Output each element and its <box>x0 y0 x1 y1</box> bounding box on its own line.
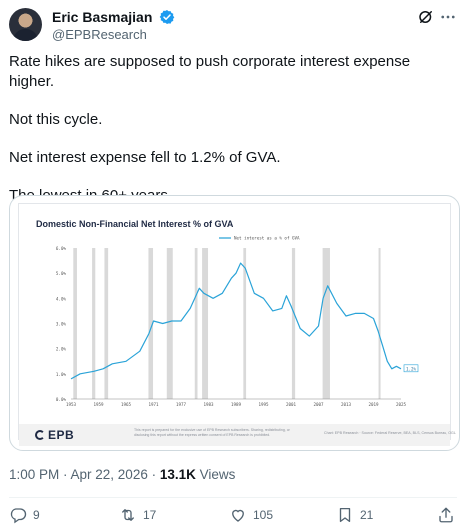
action-bar: 9 17 105 21 <box>9 505 457 525</box>
recession-band <box>92 248 96 399</box>
y-tick-label: 3.0% <box>56 322 67 327</box>
tweet-line: Net interest expense fell to 1.2% of GVA… <box>9 149 281 166</box>
bookmark-count: 21 <box>360 508 374 522</box>
chart-disclaimer: This report is prepared for the exclusiv… <box>134 428 290 437</box>
y-tick-label: 0.0% <box>56 397 67 402</box>
like-count: 105 <box>253 508 274 522</box>
x-tick-label: 2019 <box>368 402 379 407</box>
reply-button[interactable]: 9 <box>9 505 40 525</box>
chart: 0.0% 1.0% 2.0% 3.0% 4.0% 5.0% 6.0% 1953 1959 1965… <box>56 236 419 407</box>
repost-icon <box>122 509 134 521</box>
like-button[interactable]: 105 <box>229 505 273 525</box>
x-tick-label: 1959 <box>93 402 104 407</box>
y-tick-label: 6.0% <box>56 246 67 251</box>
x-tick-label: 1965 <box>121 402 132 407</box>
chart-title: Domestic Non-Financial Net Interest % of… <box>36 219 234 229</box>
y-tick-label: 1.0% <box>56 372 67 377</box>
recession-band <box>73 248 77 399</box>
x-tick-label: 2013 <box>341 402 352 407</box>
chart-footer: EPB This report is prepared for the excl… <box>19 424 456 446</box>
x-tick-label: 2025 <box>396 402 407 407</box>
legend-label: Net interest as a % of GVA <box>234 236 300 241</box>
chart-card: 0.0% 1.0% 2.0% 3.0% 4.0% 5.0% 6.0% 1953 1959 1965… <box>18 203 456 446</box>
repost-button[interactable]: 17 <box>119 505 156 525</box>
recession-band <box>194 248 198 399</box>
recession-band <box>148 248 154 399</box>
x-tick-label: 1983 <box>203 402 214 407</box>
recession-band <box>243 248 247 399</box>
tweet-media[interactable]: 0.0% 1.0% 2.0% 3.0% 4.0% 5.0% 6.0% 1953 1959 1965… <box>9 195 460 451</box>
avatar[interactable] <box>9 8 42 41</box>
chart-source: Chart: EPB Research · Source: Federal Re… <box>324 431 456 435</box>
bookmark-icon <box>339 507 351 523</box>
heart-icon <box>232 509 244 522</box>
views-label: Views <box>195 467 236 482</box>
x-tick-label: 1977 <box>176 402 187 407</box>
reply-count: 9 <box>33 508 40 522</box>
tweet-header: Eric Basmajian @EPBResearch <box>9 8 457 42</box>
x-tick-label: 1971 <box>148 402 159 407</box>
recession-band <box>322 248 330 399</box>
recession-band <box>166 248 173 399</box>
recession-band <box>291 248 296 399</box>
reply-icon <box>10 508 27 524</box>
bookmark-button[interactable]: 21 <box>336 505 373 525</box>
epb-logo-mark-icon <box>35 430 45 440</box>
repost-count: 17 <box>143 508 157 522</box>
share-icon <box>439 507 453 523</box>
tweet-line: Rate hikes are supposed to push corporat… <box>9 53 411 90</box>
last-value-box <box>403 364 419 373</box>
y-tick-label: 5.0% <box>56 271 67 276</box>
recession-band <box>104 248 109 399</box>
x-tick-label: 2001 <box>286 402 297 407</box>
y-tick-label: 4.0% <box>56 296 67 301</box>
x-tick-label: 2007 <box>313 402 324 407</box>
author-handle[interactable]: @EPBResearch <box>52 27 147 42</box>
divider <box>9 497 457 498</box>
tweet-line: Not this cycle. <box>9 111 103 128</box>
recession-band <box>202 248 209 399</box>
last-value-label: 1.2% <box>406 366 417 371</box>
share-button[interactable] <box>437 505 461 525</box>
tweet-meta: 1:00 PM · Apr 22, 2026 · 13.1K Views <box>9 467 235 482</box>
views-count: 13.1K <box>159 467 196 482</box>
tweet-text: Rate hikes are supposed to push corporat… <box>9 52 457 224</box>
grok-icon[interactable] <box>417 8 435 26</box>
tweet-timestamp[interactable]: 1:00 PM · Apr 22, 2026 · <box>9 467 160 482</box>
author-name[interactable]: Eric Basmajian <box>52 9 153 25</box>
x-tick-label: 1953 <box>66 402 77 407</box>
x-tick-label: 1989 <box>231 402 242 407</box>
y-tick-label: 2.0% <box>56 347 67 352</box>
more-options-icon[interactable] <box>439 8 457 26</box>
epb-logo: EPB <box>35 428 74 442</box>
series-line <box>70 262 402 380</box>
epb-logo-text: EPB <box>48 428 75 442</box>
x-tick-label: 1995 <box>258 402 269 407</box>
verified-badge-icon <box>159 10 175 24</box>
recession-band <box>378 248 381 399</box>
